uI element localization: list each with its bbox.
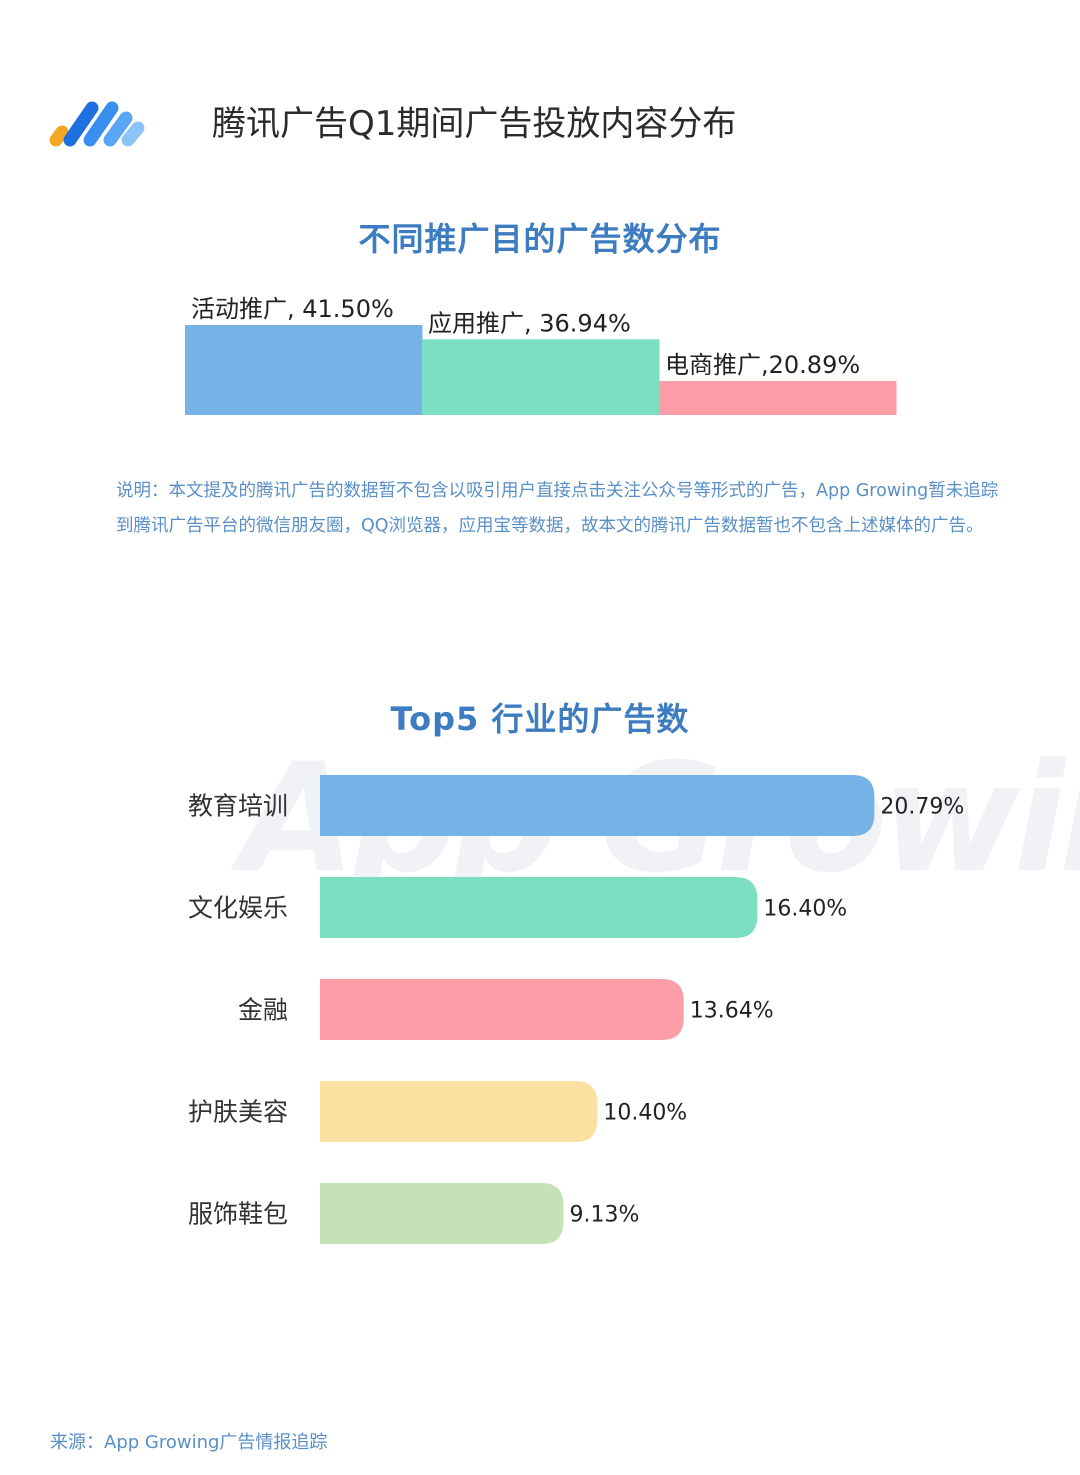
industry-category-label-1: 文化娱乐 (188, 894, 288, 923)
industry-bar-3 (320, 1081, 598, 1142)
chart1-title: 不同推广目的广告数分布 (358, 220, 722, 258)
industry-category-label-4: 服饰鞋包 (188, 1200, 288, 1229)
industry-category-label-3: 护肤美容 (188, 1098, 288, 1127)
purpose-label-1: 应用推广, 36.94% (428, 309, 631, 337)
industry-value-label-1: 16.40% (763, 897, 847, 922)
logo-stroke-blue-3 (103, 111, 133, 147)
logo-stroke-blue-2 (83, 101, 119, 147)
industry-category-label-0: 教育培训 (188, 792, 288, 821)
purpose-label-0: 活动推广, 41.50% (191, 295, 394, 323)
data-note: 说明：本文提及的腾讯广告的数据暂不包含以吸引用户直接点击关注公众号等形式的广告，… (116, 481, 999, 536)
purpose-label-2: 电商推广,20.89% (665, 351, 860, 379)
industry-category-label-2: 金融 (238, 996, 288, 1025)
logo-stroke-blue-1 (63, 101, 99, 147)
industry-value-label-3: 10.40% (603, 1101, 687, 1126)
purpose-bar-2 (659, 380, 897, 415)
purpose-bar-0 (185, 325, 423, 415)
industry-bar-0 (320, 775, 875, 836)
page-title: 腾讯广告Q1期间广告投放内容分布 (212, 104, 737, 144)
industry-bar-4 (320, 1183, 564, 1244)
industry-bar-2 (320, 979, 684, 1040)
app-growing-logo (49, 101, 145, 147)
purpose-bar-1 (422, 339, 660, 415)
source-text: 来源：App Growing广告情报追踪 (50, 1432, 328, 1453)
industry-value-label-4: 9.13% (569, 1203, 639, 1228)
industry-bar-1 (320, 877, 758, 938)
chart2-title: Top5 行业的广告数 (390, 700, 690, 738)
industry-value-label-0: 20.79% (880, 795, 964, 820)
purpose-distribution-chart: 活动推广, 41.50% 应用推广, 36.94% 电商推广,20.89% (185, 295, 897, 415)
top5-industry-chart: App Growing 教育培训20.79%文化娱乐16.40%金融13.64%… (188, 750, 1080, 1244)
logo-stroke-orange (49, 125, 69, 147)
industry-value-label-2: 13.64% (690, 999, 774, 1024)
logo-stroke-blue-4 (121, 121, 145, 147)
